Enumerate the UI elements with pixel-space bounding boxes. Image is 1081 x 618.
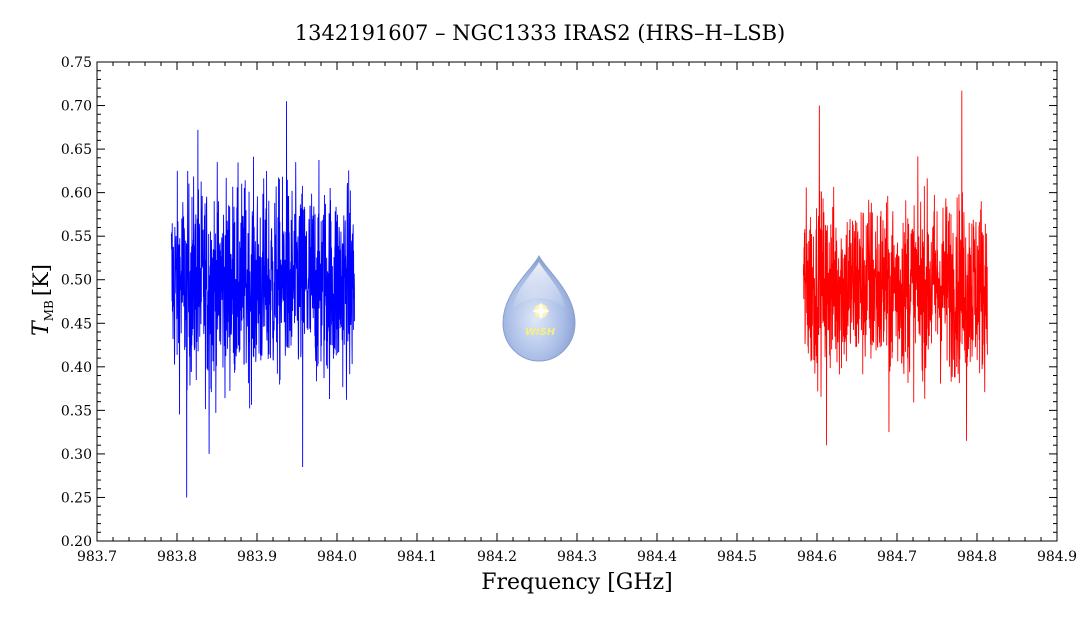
y-tick-label: 0.50 xyxy=(61,273,92,289)
x-tick-label: 983.7 xyxy=(77,549,117,565)
y-axis-label: TMB [K] xyxy=(29,264,56,336)
x-tick-label: 984.2 xyxy=(477,549,517,565)
x-tick-labels: 983.7 983.8 983.9 984.0 984.1 984.2 984.3 984.4… xyxy=(77,549,1077,565)
x-tick-label: 984.8 xyxy=(957,549,997,565)
x-tick-label: 984.1 xyxy=(397,549,437,565)
wish-logo: WISH xyxy=(502,254,576,362)
x-tick-label: 984.9 xyxy=(1037,549,1077,565)
series-layer xyxy=(170,90,988,498)
x-tick-label: 984.7 xyxy=(877,549,917,565)
x-tick-label: 983.9 xyxy=(237,549,277,565)
x-axis-label: Frequency [GHz] xyxy=(481,570,673,595)
x-tick-label: 984.6 xyxy=(797,549,837,565)
y-axis-label-unit: [K] xyxy=(29,264,53,296)
svg-text:TMB[K]: TMB [K] xyxy=(29,264,56,336)
y-tick-label: 0.20 xyxy=(61,534,92,550)
y-tick-labels: 0.20 0.25 0.30 0.35 0.40 0.45 0.50 0.55 0.60 0.65… xyxy=(61,55,92,550)
y-tick-label: 0.75 xyxy=(61,55,92,71)
y-tick-label: 0.40 xyxy=(61,360,92,376)
x-tick-label: 984.3 xyxy=(557,549,597,565)
axis-ticks xyxy=(96,61,1058,542)
chart-title: 1342191607 – NGC1333 IRAS2 (HRS–H–LSB) xyxy=(295,21,785,45)
x-tick-label: 983.8 xyxy=(157,549,197,565)
y-tick-label: 0.30 xyxy=(61,447,92,463)
y-tick-label: 0.35 xyxy=(61,403,92,419)
star-icon xyxy=(532,302,550,320)
y-tick-label: 0.70 xyxy=(61,99,92,115)
x-tick-label: 984.4 xyxy=(637,549,677,565)
logo-text: WISH xyxy=(525,327,556,338)
y-tick-label: 0.60 xyxy=(61,186,92,202)
y-tick-label: 0.65 xyxy=(61,142,92,158)
y-tick-label: 0.55 xyxy=(61,229,92,245)
y-axis-label-main: T xyxy=(29,319,54,336)
y-tick-label: 0.45 xyxy=(61,316,92,332)
x-tick-label: 984.0 xyxy=(317,549,357,565)
series-line-blue xyxy=(170,101,356,498)
y-axis-label-subscript: MB xyxy=(42,300,56,321)
y-tick-label: 0.25 xyxy=(61,490,92,506)
series-line-red xyxy=(802,90,988,446)
x-tick-label: 984.5 xyxy=(717,549,757,565)
